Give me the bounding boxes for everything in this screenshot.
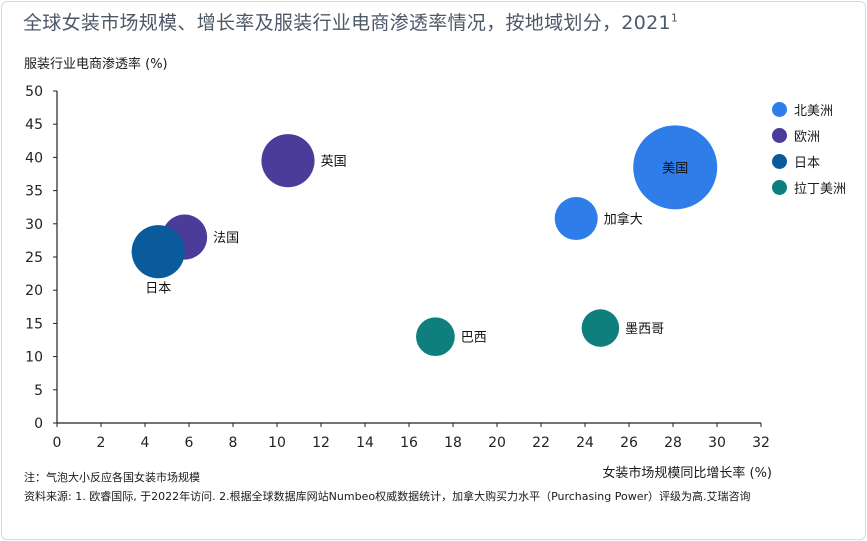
- legend-item: 北美洲: [772, 96, 846, 122]
- x-tick-label: 2: [97, 435, 106, 451]
- y-tick-label: 45: [25, 117, 43, 133]
- y-axis-label: 服装行业电商渗透率 (%): [24, 57, 168, 72]
- legend-label: 北美洲: [794, 103, 834, 119]
- bubble-英国: [261, 134, 315, 188]
- y-tick-label: 35: [25, 184, 43, 200]
- chart-title: 全球女装市场规模、增长率及服装行业电商渗透率情况，按地域划分，20211: [23, 11, 679, 34]
- x-tick-label: 14: [356, 435, 374, 451]
- legend-marker: [772, 153, 787, 169]
- y-tick-label: 10: [25, 350, 43, 366]
- y-tick-label: 50: [25, 84, 43, 100]
- x-tick-label: 12: [312, 435, 330, 451]
- bubble-label: 巴西: [461, 331, 487, 346]
- legend-item: 拉丁美洲: [772, 174, 846, 200]
- bubble-美国: [633, 125, 718, 210]
- bubble-墨西哥: [581, 309, 620, 347]
- x-tick-label: 26: [620, 435, 638, 451]
- x-tick-label: 24: [576, 435, 594, 451]
- x-tick-label: 8: [229, 435, 238, 451]
- legend-item: 欧洲: [772, 122, 846, 148]
- bubble-label: 日本: [145, 281, 171, 296]
- x-tick-label: 16: [400, 435, 418, 451]
- x-tick-label: 4: [141, 435, 150, 451]
- x-tick-label: 10: [268, 435, 286, 451]
- y-tick-label: 15: [25, 316, 43, 332]
- x-tick-label: 28: [664, 435, 682, 451]
- chart-bubbles: [131, 125, 718, 357]
- bubble-日本: [131, 225, 185, 279]
- title-footnote-marker: 1: [670, 11, 679, 25]
- x-tick-label: 20: [488, 435, 506, 451]
- bubble-加拿大: [554, 196, 598, 241]
- chart-legend: 北美洲欧洲日本拉丁美洲: [772, 96, 846, 200]
- bubble-label: 英国: [321, 155, 347, 170]
- chart-note: 注：气泡大小反应各国女装市场规模: [24, 471, 200, 484]
- y-tick-label: 5: [34, 383, 43, 399]
- legend-marker: [772, 101, 787, 117]
- bubble-label: 加拿大: [604, 211, 643, 227]
- bubble-label: 墨西哥: [625, 322, 664, 337]
- bubble-label: 美国: [662, 161, 688, 176]
- legend-marker: [772, 127, 787, 143]
- x-tick-label: 30: [708, 435, 726, 451]
- x-tick-label: 6: [185, 435, 194, 451]
- legend-item: 日本: [772, 148, 846, 174]
- bubble-巴西: [416, 317, 455, 357]
- y-tick-label: 0: [34, 416, 43, 432]
- x-axis-label: 女装市场规模同比增长率 (%): [602, 466, 772, 481]
- x-tick-label: 18: [444, 435, 462, 451]
- legend-marker: [772, 179, 787, 195]
- legend-label: 日本: [794, 155, 821, 171]
- x-tick-label: 32: [752, 435, 770, 451]
- y-tick-label: 20: [25, 283, 43, 299]
- x-tick-label: 22: [532, 435, 550, 451]
- bubble-label: 法国: [213, 231, 239, 246]
- x-tick-label: 0: [53, 435, 62, 451]
- legend-label: 拉丁美洲: [794, 181, 847, 197]
- y-tick-label: 30: [25, 217, 43, 233]
- chart-source: 资料来源: 1. 欧睿国际, 于2022年访问. 2.根据全球数据库网站Numb…: [24, 490, 751, 503]
- y-tick-label: 40: [25, 150, 43, 166]
- y-tick-label: 25: [25, 250, 43, 266]
- legend-label: 欧洲: [794, 129, 821, 145]
